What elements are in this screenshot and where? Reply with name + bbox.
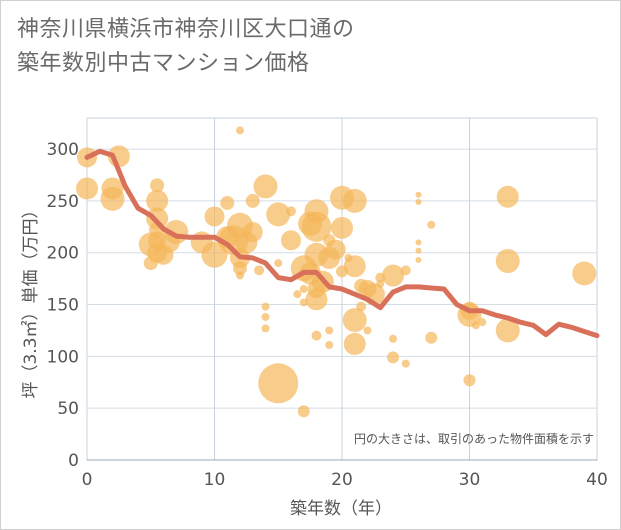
bubble-point (572, 261, 597, 286)
chart-title-line-1: 神奈川県横浜市神奈川区大口通の (17, 17, 355, 42)
bubble-point (495, 318, 520, 343)
bubble-point (382, 264, 404, 287)
bubble-point (242, 222, 263, 242)
bubble-point (478, 318, 487, 327)
bubble-point (204, 206, 225, 227)
bubble-point (376, 279, 385, 288)
y-tick-label: 250 (47, 192, 79, 212)
bubble-point (261, 324, 270, 333)
bubble-point (76, 177, 98, 200)
bubble-point (293, 290, 302, 299)
bubble-point (100, 186, 125, 211)
bubble-point (363, 326, 372, 335)
bubble-point (415, 198, 422, 205)
bubble-point (463, 374, 476, 387)
bubble-point (254, 265, 265, 276)
bubble-point (471, 321, 480, 330)
chart-title-line-2: 築年数別中古マンション価格 (17, 51, 310, 76)
bubble-point (297, 405, 310, 418)
bubble-layer (76, 126, 597, 418)
bubble-point (258, 363, 299, 404)
x-axis-label: 築年数（年） (290, 499, 392, 519)
bubble-point (245, 193, 260, 208)
x-tick-label: 0 (82, 470, 93, 490)
x-tick-label: 20 (331, 470, 353, 490)
bubble-point (325, 239, 346, 260)
y-tick-label: 200 (47, 244, 79, 264)
bubble-point (233, 261, 247, 276)
bubble-point (343, 332, 366, 355)
bubble-point (253, 174, 278, 199)
bubble-point (281, 230, 301, 251)
bubble-point (261, 302, 270, 311)
bubble-point (325, 340, 334, 349)
x-tick-label: 40 (586, 470, 608, 490)
bubble-point (387, 351, 399, 364)
bubble-point (236, 271, 244, 280)
y-axis-label: 坪（3.3㎡）単価（万円） (21, 201, 41, 398)
bubble-point (236, 126, 244, 135)
bubble-point (400, 265, 411, 276)
bubble-point (286, 206, 296, 217)
y-tick-label: 100 (47, 347, 79, 367)
bubble-point (401, 359, 410, 368)
bubble-point (495, 249, 520, 274)
bubble-point (299, 285, 308, 293)
y-tick-label: 0 (68, 451, 79, 471)
bubble-point (343, 255, 366, 278)
bubble-point (325, 326, 334, 335)
y-tick-label: 150 (47, 296, 79, 316)
bubble-point (150, 178, 165, 193)
bubble-point (301, 211, 332, 242)
tick-labels: 0 50 100 150 200 250 300 0 10 20 30 40 (47, 140, 608, 490)
bubble-point (261, 312, 270, 321)
bubble-point (425, 331, 438, 344)
bubble-point (342, 308, 367, 333)
bubble-point (415, 256, 422, 263)
bubble-point (266, 202, 291, 227)
bubble-point (220, 195, 235, 210)
chart-title: 神奈川県横浜市神奈川区大口通の 築年数別中古マンション価格 (17, 13, 577, 81)
bubble-point (146, 189, 169, 212)
bubble-point (427, 220, 436, 229)
x-tick-label: 30 (459, 470, 481, 490)
bubble-point (415, 247, 422, 254)
bubble-point (274, 259, 283, 268)
bubble-point (311, 330, 322, 341)
y-tick-label: 300 (47, 140, 79, 160)
bubble-point (342, 188, 367, 213)
bubble-point (415, 239, 422, 246)
average-price-line (84, 148, 600, 339)
bubble-point (331, 216, 353, 239)
y-tick-label: 50 (57, 399, 79, 419)
bubble-point (389, 334, 397, 343)
bubble-point (415, 191, 422, 198)
bubble-point (496, 185, 519, 208)
bubble-point (356, 301, 367, 312)
size-legend-note: 円の大きさは、取引のあった物件面積を示す (354, 431, 594, 446)
trend-line-layer (84, 148, 600, 339)
x-tick-label: 10 (204, 470, 226, 490)
